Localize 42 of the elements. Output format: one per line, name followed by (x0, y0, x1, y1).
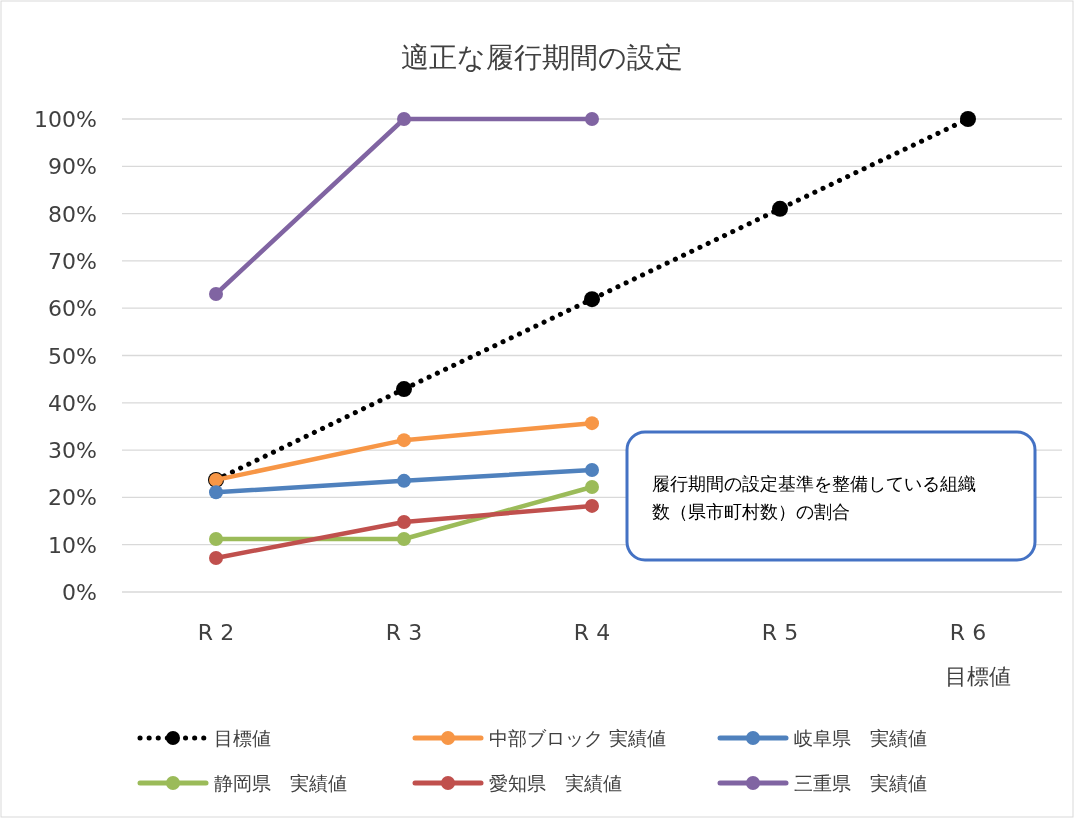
point (397, 532, 411, 547)
point (584, 291, 600, 308)
x-tick-label: R 4 (573, 620, 611, 645)
point (585, 112, 599, 126)
point (585, 498, 599, 513)
point (397, 515, 411, 529)
legend-label: 目標値 (214, 727, 271, 749)
legend-label: 三重県 実績値 (794, 772, 927, 794)
y-tick-label: 100% (34, 107, 97, 132)
legend-label: 愛知県 実績値 (489, 772, 622, 794)
point (585, 416, 599, 431)
point (209, 287, 223, 302)
point (209, 532, 223, 547)
annotation: 履行期間の設定基準を整備している組織数（県市町村数）の割合 (652, 473, 976, 522)
point (396, 381, 412, 398)
point (209, 485, 223, 500)
legend-label: 中部ブロック 実績値 (489, 727, 667, 749)
y-tick-label: 40% (48, 390, 97, 416)
y-tick-label: 10% (48, 532, 97, 558)
y-tick-label: 30% (48, 438, 97, 464)
legend-label: 岐阜県 実績値 (794, 727, 927, 749)
x-tick-label: R 3 (385, 620, 423, 645)
y-tick-label: 50% (48, 343, 97, 369)
y-tick-label: 60% (48, 296, 97, 322)
chart-title: 適正な履行期間の設定 (401, 41, 683, 74)
point (960, 111, 976, 127)
y-tick-label: 0% (62, 580, 97, 605)
point (209, 550, 223, 565)
y-tick-label: 90% (48, 154, 97, 180)
point (397, 112, 411, 126)
point (397, 433, 411, 448)
point (585, 479, 599, 494)
point (585, 462, 599, 477)
point (397, 473, 411, 488)
x-tick-label: R 6 目標値 (945, 620, 1011, 689)
point (772, 200, 788, 217)
y-tick-label: 20% (48, 485, 97, 511)
x-tick-label: R 2 (197, 620, 235, 645)
y-tick-label: 70% (48, 248, 97, 274)
y-tick-label: 80% (48, 201, 97, 227)
x-tick-label: R 5 (761, 620, 799, 645)
legend-label: 静岡県 実績値 (214, 772, 347, 794)
